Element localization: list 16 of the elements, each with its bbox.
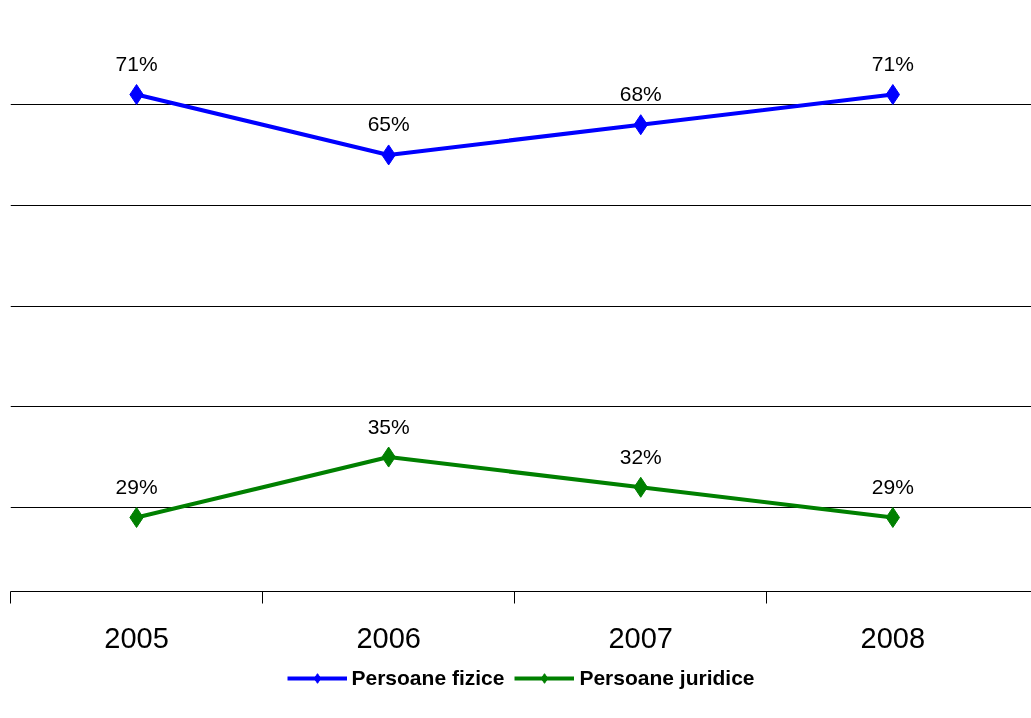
point — [885, 84, 901, 106]
data-label: 65% — [367, 112, 410, 136]
data-label: 29% — [115, 474, 158, 498]
point — [885, 506, 901, 528]
x-tick-label: 2006 — [356, 621, 421, 654]
data-label: 29% — [871, 474, 914, 498]
data-label: 71% — [871, 52, 914, 76]
x-tick-label: 2008 — [860, 621, 926, 654]
data-label: 71% — [115, 52, 158, 76]
x-tick-label: 2005 — [104, 621, 169, 654]
data-label: 32% — [619, 444, 662, 468]
x-tick-label: 2007 — [608, 621, 674, 654]
legend-label: Persoane fizice — [351, 665, 505, 690]
data-label: 68% — [619, 82, 662, 106]
legend-label: Persoane juridice — [579, 665, 755, 690]
data-label: 35% — [367, 414, 410, 438]
